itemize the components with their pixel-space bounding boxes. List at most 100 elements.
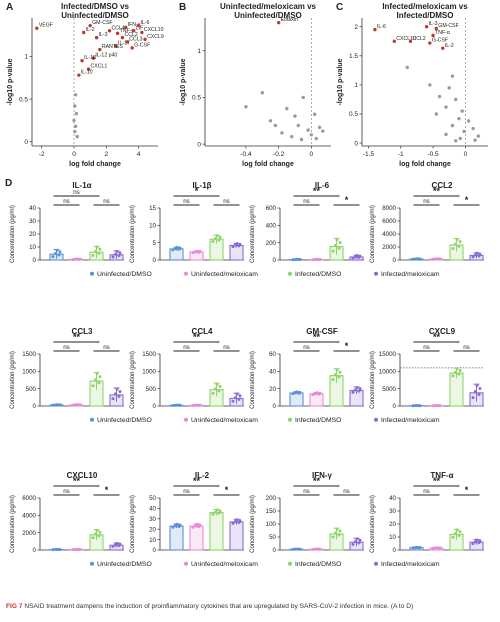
bar-subplot-10: IFN-γ 0 50 100 150 200 Concentration (pg/ml) **… [250,471,364,554]
significance-label: * [225,485,229,495]
replicate-dot [195,249,199,253]
data-point [450,123,455,128]
point-label: G-CSF [134,42,150,48]
x-axis-label: log fold change [69,161,121,168]
y-tick-label: 8000 [382,205,396,212]
data-point [260,91,264,95]
y-tick-label: 0 [33,403,37,410]
replicate-dot [455,367,459,371]
point-label: CXCL10 [144,27,164,33]
x-axis-label: log fold change [399,161,451,168]
replicate-dot [355,385,359,389]
data-point [317,125,322,130]
y-tick-label: 10 [149,223,156,230]
bar-subplot-3: CCL2 0 2000 4000 6000 8000 Concentration (pg/m… [370,181,484,264]
replicate-dot [237,397,241,401]
data-point [73,93,78,97]
bar-subplot-1: IL-1β 0 5 10 15 Concentration (pg/ml) * ns ns [130,181,244,264]
replicate-dot [291,258,295,262]
data-point [125,40,130,44]
replicate-dot [55,547,59,551]
data-point [81,30,86,35]
legend: Uninfected/DMSO Uninfected/meloxicam Infec… [90,271,440,278]
significance-label: ns [183,488,190,495]
replicate-dot [431,546,435,550]
replicate-dot [57,253,61,257]
replicate-dot [478,386,482,390]
chart-title: Infected/DMSO [397,11,454,20]
data-point [91,56,96,60]
replicate-dot [78,403,82,407]
replicate-dot [211,512,215,516]
replicate-dot [55,403,59,407]
replicate-dot [231,521,235,525]
data-point [293,114,297,118]
data-point [424,25,429,29]
replicate-dot [191,403,195,407]
replicate-dot [354,540,357,544]
data-point [273,123,278,128]
legend-label: Infected/DMSO [295,271,341,278]
replicate-dot [318,391,322,395]
y-axis-label: Concentration (pg/ml) [10,495,16,553]
replicate-dot [331,377,335,381]
data-point [444,132,448,137]
replicate-dot [191,525,195,529]
data-point [431,33,435,38]
y-tick-label: 1000 [142,369,156,376]
subplot-title: IFN-γ [312,471,333,480]
replicate-dot [235,242,239,246]
y-axis-label: Concentration (pg/ml) [130,351,136,409]
data-point [314,136,318,141]
data-point [471,126,475,131]
legend-label: Infected/DMSO [295,561,341,568]
y-tick-label: 500 [146,386,157,393]
replicate-dot [457,533,461,537]
point-label: CXCL9 [147,34,164,40]
replicate-dot [175,403,179,407]
subplot-title: CXCL9 [429,327,456,336]
replicate-dot [238,394,242,398]
data-point [88,23,92,28]
replicate-dot [457,372,461,376]
y-axis-label: -log10 p-value [180,58,187,105]
replicate-dot [298,547,302,551]
legend-marker [90,417,94,422]
significance-label: ns [63,198,70,205]
y-tick-label: 0.5 [19,96,28,103]
replicate-dot [351,390,355,394]
y-tick-label: 10000 [379,369,397,376]
significance-label: ** [193,476,201,486]
data-point [299,137,304,142]
replicate-dot [458,240,462,244]
replicate-dot [418,404,422,408]
point-label: IL-2 [445,43,454,49]
replicate-dot [118,542,122,546]
replicate-dot [451,535,455,539]
replicate-dot [338,370,342,374]
y-axis-label: Concentration (pg/ml) [370,495,376,553]
replicate-dot [215,382,219,386]
y-tick-label: 40 [389,495,396,502]
y-axis-label: Concentration (pg/ml) [370,351,376,409]
significance-label: * [465,485,469,495]
legend-label: Uninfected/meloxicam [191,561,258,568]
bar [309,393,324,407]
significance-label: ** [313,186,321,196]
significance-label: * [345,195,349,205]
data-point [74,111,79,116]
replicate-dot [358,387,362,391]
replicate-dot [95,245,99,249]
y-tick-label: 40 [29,205,36,212]
replicate-dot [91,253,95,257]
y-tick-label: 15 [149,205,156,212]
data-point [462,129,466,134]
significance-label: ns [103,198,110,205]
y-axis-label: -log10 p-value [337,58,344,105]
replicate-dot [75,257,79,261]
